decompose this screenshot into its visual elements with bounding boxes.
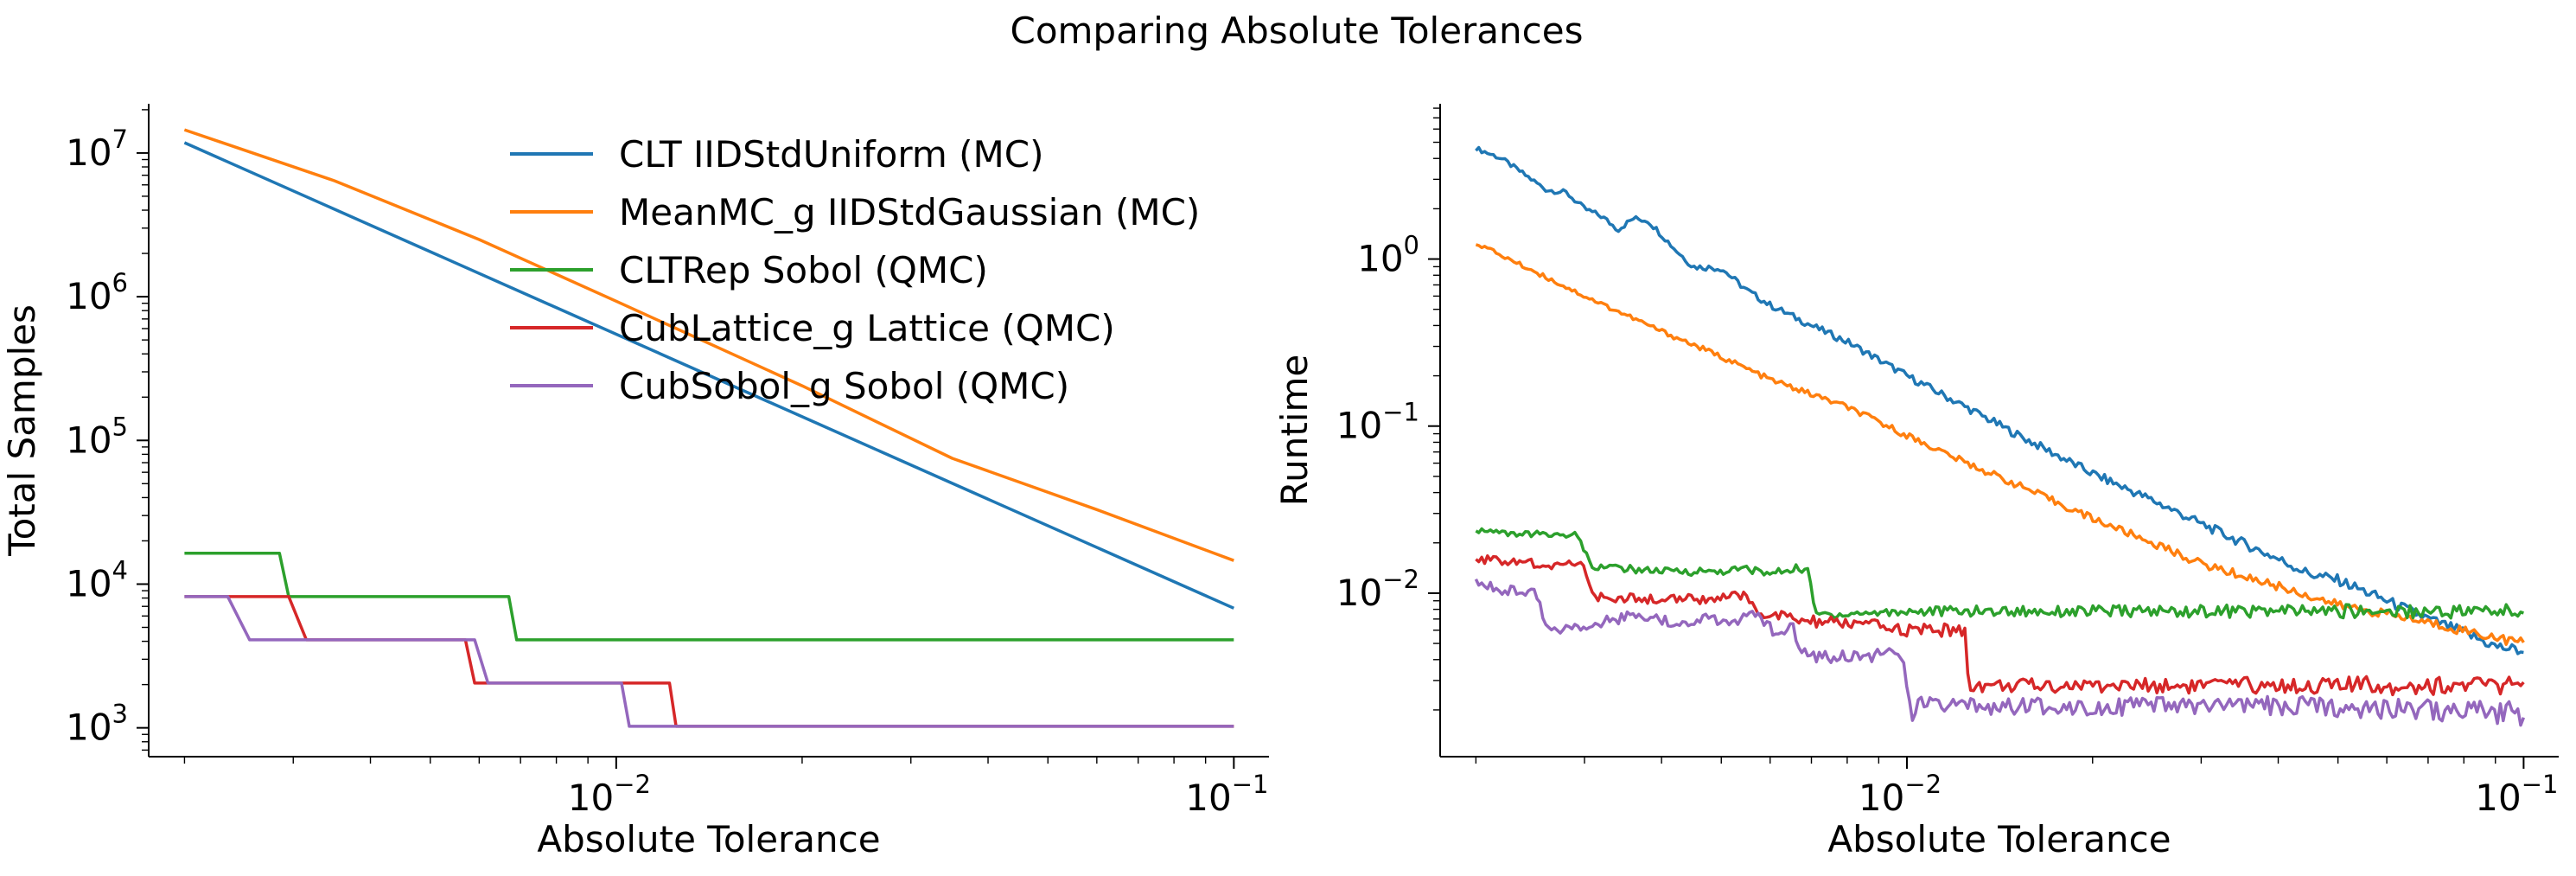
y-tick-exponent: 3 [112, 700, 128, 729]
x-axis-label: Absolute Tolerance [537, 818, 880, 860]
series-line-cublattice [1475, 554, 2525, 697]
series-line-cltrep [184, 552, 1234, 642]
series-line-cltrep [1475, 527, 2524, 620]
y-tick-label: 10−2 [1336, 565, 1419, 614]
y-tick-exponent: −1 [1382, 398, 1419, 427]
y-axis-label: Runtime [1273, 355, 1316, 506]
x-axis-label: Absolute Tolerance [1827, 818, 2171, 860]
x-tick-exponent: −2 [614, 770, 651, 799]
x-tick-label: 10−1 [2475, 770, 2558, 819]
series-line-clt_iid [183, 141, 1235, 610]
y-tick-label: 107 [66, 125, 128, 174]
x-tick-exponent: −1 [1232, 770, 1269, 799]
series-line-meanmc [1475, 243, 2525, 646]
series-line-meanmc [183, 128, 1234, 562]
y-tick-label: 100 [1357, 231, 1419, 280]
x-tick-label: 10−2 [1859, 770, 1942, 819]
legend-entry: CLTRep Sobol (QMC) [619, 249, 988, 291]
runtime-panel: 10−2 10−1 10−2 10−1 100 Absolute Tolerance Run… [1273, 104, 2559, 860]
x-tick-label: 10−1 [1185, 770, 1268, 819]
legend-entry: CubSobol_g Sobol (QMC) [619, 365, 1069, 407]
x-tick-exponent: −2 [1904, 770, 1942, 799]
y-tick-exponent: 6 [112, 268, 128, 297]
series-line-clt_iid [1475, 145, 2524, 655]
legend-entry: CLT IIDStdUniform (MC) [619, 133, 1044, 176]
legend-entry: MeanMC_g IIDStdGaussian (MC) [619, 191, 1200, 233]
y-tick-exponent: −2 [1382, 565, 1419, 594]
y-tick-label: 104 [66, 555, 128, 604]
samples-panel: 10−2 10−1 103 104 105 106 107 Absolute Toleranc… [1, 104, 1269, 860]
legend-entry: CubLattice_g Lattice (QMC) [619, 307, 1115, 349]
series-line-cublattice [184, 595, 1234, 728]
y-tick-label: 106 [66, 268, 128, 317]
y-tick-label: 105 [66, 412, 128, 461]
y-tick-label: 103 [66, 700, 128, 749]
y-tick-exponent: 4 [112, 555, 128, 585]
series-line-cubsobol [1474, 579, 2526, 727]
series-line-cubsobol [184, 595, 1234, 728]
x-tick-exponent: −1 [2522, 770, 2559, 799]
y-axis-label: Total Samples [1, 304, 43, 557]
y-tick-label: 10−1 [1336, 398, 1419, 447]
x-tick-label: 10−2 [568, 770, 651, 819]
y-tick-exponent: 7 [112, 125, 128, 154]
y-tick-exponent: 0 [1404, 231, 1419, 260]
figure-title: Comparing Absolute Tolerances [1011, 10, 1584, 52]
y-tick-exponent: 5 [112, 412, 128, 441]
legend: CLT IIDStdUniform (MC) MeanMC_g IIDStdGau… [510, 133, 1200, 407]
